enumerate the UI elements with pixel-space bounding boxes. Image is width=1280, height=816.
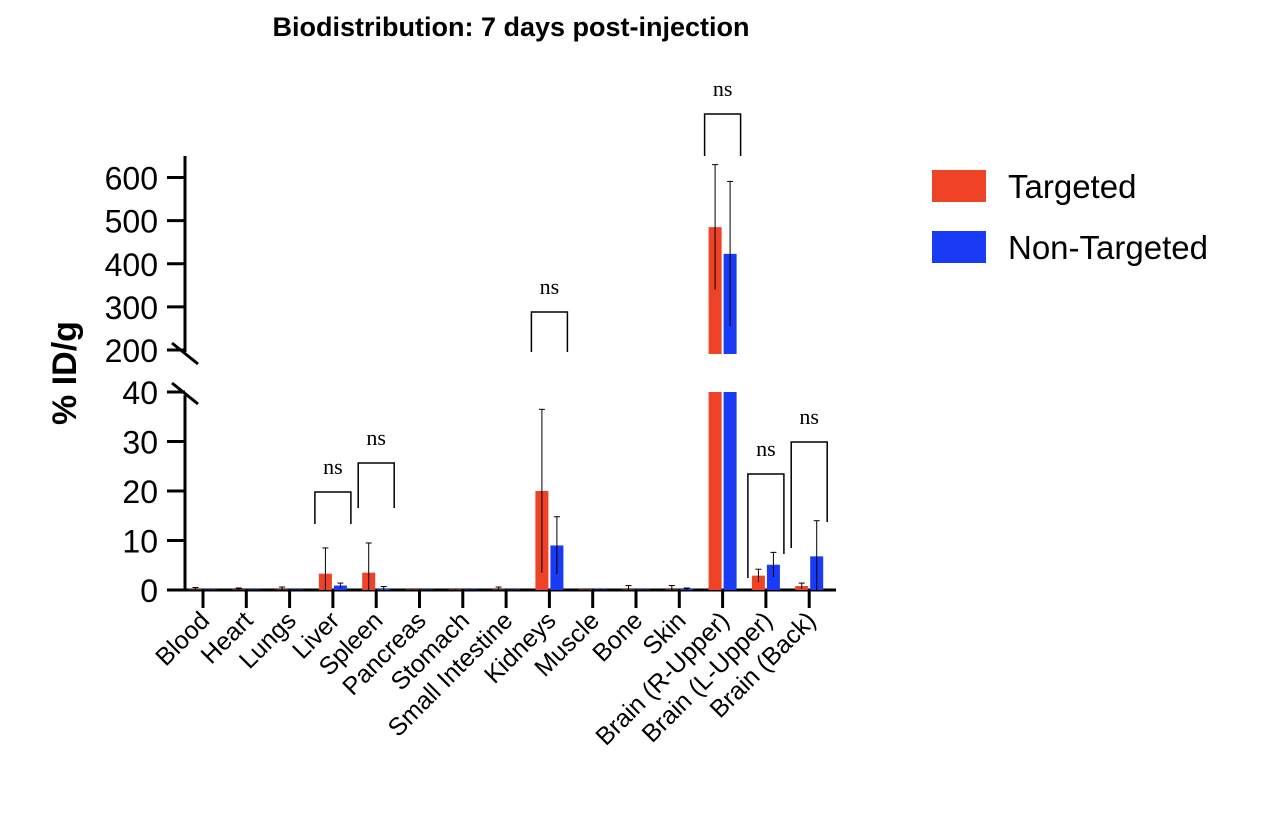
y-tick-label: 400 xyxy=(105,247,158,283)
bar-non-targeted xyxy=(766,564,780,590)
bar-targeted-upper xyxy=(708,227,722,354)
y-tick-label: 300 xyxy=(105,290,158,326)
x-axis-labels: BloodHeartLungsLiverSpleenPancreasStomac… xyxy=(150,606,821,751)
significance-label: ns xyxy=(540,274,560,299)
axis-break-mark-upper xyxy=(171,341,199,366)
legend-label-targeted: Targeted xyxy=(1008,168,1136,205)
significance-bracket xyxy=(703,113,742,156)
y-tick-label: 600 xyxy=(105,161,158,197)
significance-bracket xyxy=(747,473,785,578)
legend-swatch-non-targeted xyxy=(932,231,986,263)
bar-targeted-lower xyxy=(708,392,722,590)
significance-bracket xyxy=(790,441,828,548)
bar-non-targeted-lower xyxy=(723,392,737,590)
legend-swatch-targeted xyxy=(932,170,986,202)
y-axis-label: % ID/g xyxy=(46,321,84,425)
error-bars xyxy=(192,164,820,590)
significance-bracket xyxy=(357,462,395,508)
significance-bracket xyxy=(314,491,352,524)
significance-bracket xyxy=(530,311,569,352)
significance-label: ns xyxy=(366,425,386,450)
significance-label: ns xyxy=(756,436,776,461)
y-tick-label: 40 xyxy=(122,375,158,411)
significance-label: ns xyxy=(799,404,819,429)
y-tick-label: 10 xyxy=(122,524,158,560)
x-tick-label: Bone xyxy=(587,606,648,667)
y-tick-label: 30 xyxy=(122,425,158,461)
significance-label: ns xyxy=(713,76,733,101)
legend: Targeted Non-Targeted xyxy=(932,168,1208,266)
y-tick-label: 500 xyxy=(105,204,158,240)
y-tick-label: 20 xyxy=(122,474,158,510)
bar-targeted xyxy=(751,575,765,590)
bars xyxy=(189,227,824,590)
chart-title: Biodistribution: 7 days post-injection xyxy=(272,12,749,42)
y-tick-label: 0 xyxy=(140,573,158,609)
legend-label-non-targeted: Non-Targeted xyxy=(1008,229,1208,266)
y-tick-label: 200 xyxy=(105,333,158,369)
significance-label: ns xyxy=(323,454,343,479)
